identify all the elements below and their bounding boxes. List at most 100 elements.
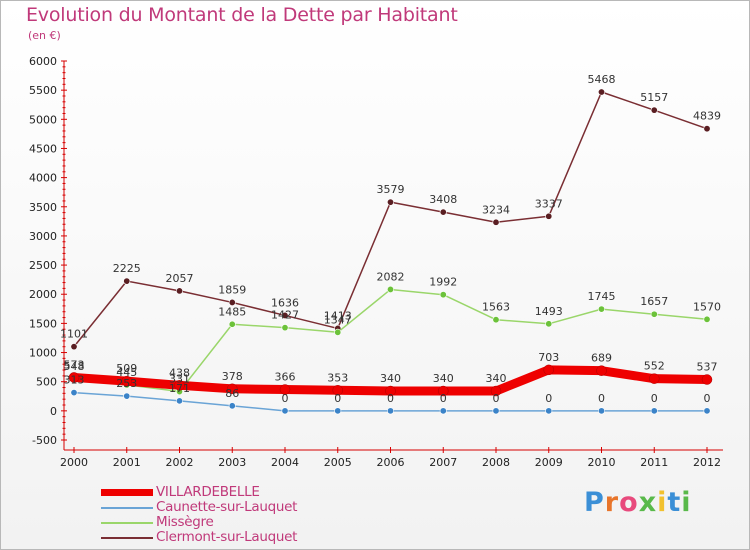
data-point	[701, 374, 713, 385]
legend-label: VILLARDEBELLE	[156, 484, 260, 500]
data-label: 1485	[218, 305, 246, 318]
data-point	[121, 375, 132, 387]
x-tick-label: 2006	[377, 456, 405, 469]
data-label: 3337	[535, 197, 563, 210]
data-point	[70, 343, 78, 351]
data-point	[386, 407, 394, 415]
data-label: 1570	[693, 300, 721, 313]
data-point	[650, 310, 658, 318]
data-point	[385, 385, 396, 397]
data-label: 0	[282, 392, 289, 405]
data-point	[281, 324, 289, 332]
data-label: 573	[64, 358, 85, 371]
x-tick-label: 2011	[640, 456, 668, 469]
data-point	[439, 208, 447, 216]
x-axis-ticks: 2000 2001 2002 2003 2004 2005 2006 2007 2008 2009…	[60, 447, 721, 469]
data-point	[545, 320, 553, 328]
data-point	[386, 198, 394, 206]
data-point	[281, 407, 289, 415]
data-label: 4839	[693, 110, 721, 123]
data-point	[176, 287, 184, 295]
proxiti-logo: Proxiti	[584, 487, 692, 518]
data-point	[439, 291, 447, 299]
data-labels: 1101 2225 2057 1859 1636 1413 3579 3408 3234 3337…	[60, 73, 721, 405]
y-tick-label: 5000	[29, 113, 57, 126]
data-point	[597, 305, 605, 313]
x-tick-label: 2000	[60, 456, 88, 469]
data-label: 5468	[588, 73, 616, 86]
chart-subtitle: (en €)	[28, 29, 61, 42]
legend-swatch-villardebelle	[101, 489, 153, 496]
data-point	[123, 392, 131, 400]
data-point	[438, 385, 449, 397]
data-point	[228, 320, 236, 328]
legend-item-villardebelle: VILLARDEBELLE	[101, 484, 361, 500]
data-point	[492, 407, 500, 415]
data-point	[597, 88, 605, 96]
y-tick-label: 4500	[29, 142, 57, 155]
x-tick-label: 2004	[271, 456, 299, 469]
x-tick-label: 2002	[166, 456, 194, 469]
x-tick-label: 2008	[482, 456, 510, 469]
data-point	[490, 385, 502, 397]
data-label: 5157	[640, 91, 668, 104]
legend-item-missegre: Missègre	[101, 514, 361, 530]
y-tick-label: 4000	[29, 172, 57, 185]
data-point	[545, 212, 553, 220]
data-label: 0	[598, 392, 605, 405]
data-label: 3579	[377, 183, 405, 196]
x-tick-label: 2012	[693, 456, 721, 469]
data-point	[334, 328, 342, 336]
data-point	[68, 372, 80, 383]
data-label: 689	[591, 352, 612, 365]
data-label: 509	[116, 362, 137, 375]
chart-title: Evolution du Montant de la Dette par Hab…	[26, 4, 458, 26]
y-tick-label: 2500	[29, 259, 57, 272]
data-point	[703, 315, 711, 323]
data-label: 1563	[482, 301, 510, 314]
y-tick-label: 2000	[29, 288, 57, 301]
data-label: 3234	[482, 203, 510, 216]
x-tick-label: 2001	[113, 456, 141, 469]
data-label: 313	[64, 374, 85, 387]
data-point	[123, 277, 131, 285]
data-label: 445	[116, 366, 137, 379]
data-label: 438	[169, 366, 190, 379]
data-label: 1413	[324, 309, 352, 322]
data-point	[70, 389, 78, 397]
legend-item-clermont: Clermont-sur-Lauquet	[101, 529, 361, 545]
data-point	[703, 125, 711, 133]
data-point	[650, 407, 658, 415]
data-point	[703, 407, 711, 415]
y-tick-label: 6000	[29, 55, 57, 68]
data-label: 0	[545, 392, 552, 405]
x-tick-label: 2009	[535, 456, 563, 469]
y-tick-label: 0	[50, 405, 57, 418]
data-point	[228, 298, 236, 306]
data-label: 548	[64, 360, 85, 373]
y-tick-label: 3000	[29, 230, 57, 243]
data-label: 1101	[60, 328, 88, 341]
data-point	[492, 316, 500, 324]
x-tick-label: 2005	[324, 456, 352, 469]
data-point	[596, 365, 607, 376]
data-label: 171	[169, 382, 190, 395]
data-point	[439, 407, 447, 415]
y-tick-label: 1000	[29, 347, 57, 360]
data-label: 353	[327, 371, 348, 384]
data-label: 2225	[113, 262, 141, 275]
data-label: 552	[644, 360, 665, 373]
legend-label: Clermont-sur-Lauquet	[156, 529, 298, 545]
legend-swatch-clermont	[101, 537, 153, 539]
data-point	[281, 311, 289, 319]
data-label: 3408	[429, 193, 457, 206]
y-tick-label: 1500	[29, 317, 57, 330]
data-label: 1745	[588, 290, 616, 303]
data-label: 0	[387, 392, 394, 405]
data-label: 0	[440, 392, 447, 405]
axes	[63, 61, 723, 451]
data-label: 1347	[324, 313, 352, 326]
data-label: 537	[697, 361, 718, 374]
